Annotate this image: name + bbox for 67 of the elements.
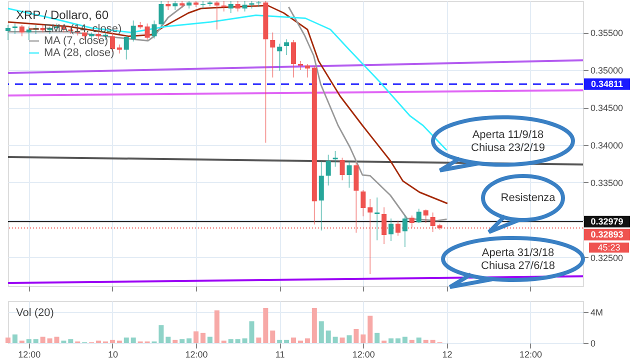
bar: [263, 308, 268, 343]
bar: [332, 336, 338, 343]
y-tick-label: 0.32500: [590, 253, 624, 263]
bar: [430, 340, 436, 343]
bar: [291, 338, 296, 343]
bar: [110, 340, 115, 343]
bar: [346, 335, 352, 343]
ref-line-label: 0.32893: [590, 230, 624, 240]
x-tick-label: 11: [275, 350, 285, 360]
y-tick-label: 4M: [590, 307, 604, 318]
text: Vol (20): [16, 307, 54, 319]
bar: [402, 336, 408, 343]
y-tick-label: 0.35500: [590, 28, 624, 38]
bar: [340, 338, 345, 343]
bar: [409, 340, 414, 343]
bar: [33, 339, 38, 343]
bar: [194, 331, 199, 343]
text: 45:23: [598, 242, 620, 253]
bar: [256, 338, 262, 343]
x-tick-label: 12:00: [18, 350, 41, 360]
bar: [130, 338, 136, 343]
bar: [180, 339, 185, 343]
bar: [312, 308, 317, 343]
ref-line-label: 0.34811: [590, 79, 624, 90]
bar: [270, 330, 276, 343]
bar: [326, 330, 331, 343]
x-tick-label: 10: [108, 350, 118, 360]
ref-line-label: 0.32979: [590, 216, 624, 227]
bar: [158, 325, 164, 343]
bar: [388, 338, 394, 343]
bar: [186, 338, 192, 343]
bar: [318, 321, 324, 343]
x-tick-label: 12:00: [185, 350, 208, 360]
bar: [207, 336, 212, 343]
bar: [235, 339, 240, 343]
bar: [423, 340, 428, 343]
bar: [40, 336, 46, 343]
x-tick-label: 12: [442, 350, 452, 360]
bar: [26, 339, 32, 343]
bar: [374, 332, 380, 343]
bar: [6, 338, 10, 343]
bar: [277, 340, 282, 343]
bar: [304, 338, 310, 343]
bar: [68, 339, 74, 343]
bar: [395, 338, 400, 343]
bar: [416, 338, 422, 343]
y-tick-label: 0.33500: [590, 178, 624, 188]
bar: [360, 334, 366, 343]
x-tick-label: 12:00: [520, 350, 542, 360]
bar: [124, 338, 129, 343]
bar: [172, 340, 178, 343]
annotation: Aperta 11/9/18 Chiusa 23/2/19: [471, 129, 545, 154]
bar: [368, 316, 373, 343]
y-tick-label: 0.35000: [590, 66, 624, 76]
bar: [228, 339, 234, 343]
y-tick-label: 0: [590, 338, 596, 348]
y-tick-label: 0.34500: [590, 103, 624, 113]
bar: [214, 310, 220, 343]
bar: [166, 336, 171, 343]
x-tick-label: 12:00: [352, 350, 375, 360]
y-tick-label: 0.34000: [590, 140, 624, 150]
bar: [12, 334, 18, 343]
legend-label: MA (7, close): [44, 35, 108, 47]
bar: [354, 329, 359, 343]
bar: [200, 332, 206, 343]
bar: [284, 340, 290, 343]
legend-label: MA (28, close): [44, 47, 114, 59]
